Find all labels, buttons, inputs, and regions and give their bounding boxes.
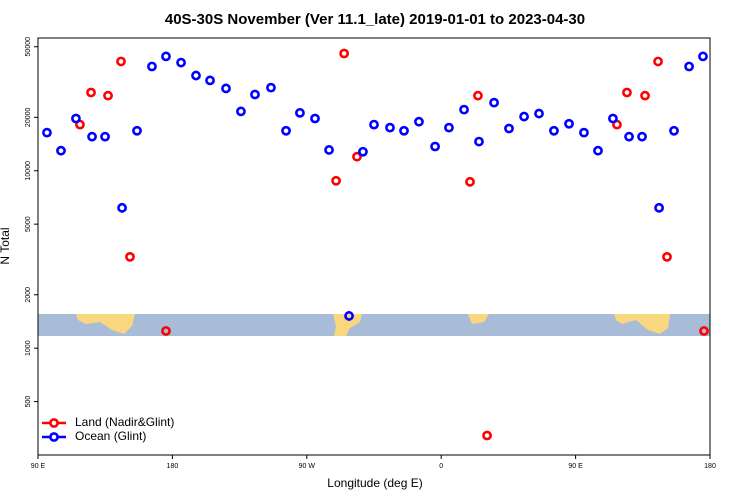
- x-tick-label: 90 E: [568, 463, 583, 470]
- point: [176, 57, 186, 68]
- point: [669, 125, 679, 136]
- point: [147, 61, 157, 72]
- x-axis-label: Longitude (deg E): [327, 476, 422, 490]
- point: [205, 75, 215, 86]
- point: [56, 145, 66, 156]
- point: [339, 48, 350, 59]
- point: [344, 311, 354, 321]
- point: [310, 113, 320, 124]
- legend-marker: [49, 432, 59, 442]
- point: [71, 113, 81, 124]
- point: [352, 151, 362, 162]
- point: [489, 97, 499, 108]
- point: [42, 127, 52, 138]
- point: [624, 131, 634, 142]
- point: [549, 125, 559, 136]
- point: [266, 82, 276, 93]
- x-tick-label: 0: [439, 463, 443, 470]
- point: [132, 125, 142, 136]
- y-axis-label: N Total: [0, 227, 12, 264]
- point: [87, 131, 97, 142]
- point: [116, 56, 126, 67]
- point: [653, 56, 663, 67]
- point: [250, 89, 260, 100]
- plot-frame: [37, 37, 711, 456]
- point: [640, 90, 650, 101]
- y-tick-label: 2000: [25, 287, 32, 303]
- map-stripe: [38, 314, 710, 336]
- point: [519, 111, 529, 122]
- point: [161, 326, 171, 336]
- point: [622, 87, 632, 98]
- point: [236, 106, 246, 117]
- x-tick-label: 180: [167, 463, 179, 470]
- point: [117, 202, 127, 213]
- point: [414, 116, 424, 127]
- point: [385, 122, 395, 133]
- y-tick-label: 10000: [25, 161, 32, 181]
- point: [281, 125, 291, 136]
- point: [473, 90, 483, 101]
- point: [474, 136, 484, 147]
- point: [125, 251, 135, 262]
- x-tick-label: 90 E: [31, 463, 46, 470]
- point: [221, 83, 231, 94]
- point: [684, 61, 694, 72]
- point: [699, 326, 709, 336]
- point: [100, 131, 110, 142]
- point: [459, 104, 469, 115]
- y-tick-label: 5000: [25, 216, 32, 232]
- y-tick-label: 500: [25, 396, 32, 408]
- point: [369, 119, 379, 130]
- legend-marker: [49, 418, 59, 428]
- x-tick-label: 180: [704, 463, 716, 470]
- chart-title: 40S-30S November (Ver 11.1_late) 2019-01…: [165, 11, 585, 28]
- point: [444, 122, 454, 133]
- legend-label: Land (Nadir&Glint): [75, 415, 174, 429]
- point: [504, 123, 514, 134]
- point: [465, 176, 475, 187]
- point: [579, 127, 589, 138]
- point: [103, 90, 113, 101]
- point: [191, 70, 201, 81]
- point: [662, 251, 672, 262]
- point: [608, 113, 618, 124]
- point: [564, 118, 574, 129]
- point: [482, 430, 492, 441]
- y-tick-label: 1000: [25, 340, 32, 356]
- point: [399, 125, 409, 136]
- point: [698, 51, 708, 62]
- point: [358, 146, 368, 157]
- point: [430, 141, 440, 152]
- point: [593, 145, 603, 156]
- point: [324, 145, 334, 155]
- y-tick-label: 50000: [25, 37, 32, 57]
- point: [161, 51, 171, 62]
- legend-label: Ocean (Glint): [75, 429, 146, 443]
- y-tick-label: 20000: [25, 108, 32, 128]
- point: [331, 175, 341, 186]
- point: [637, 131, 647, 142]
- point: [86, 87, 96, 98]
- x-tick-label: 90 W: [299, 463, 316, 470]
- point: [534, 108, 544, 119]
- point: [295, 107, 305, 118]
- point: [654, 202, 664, 213]
